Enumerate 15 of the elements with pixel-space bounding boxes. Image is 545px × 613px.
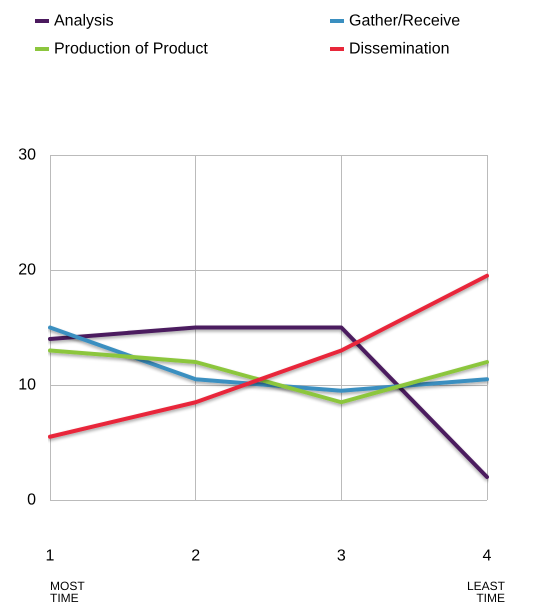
y-tick-label: 30: [18, 146, 36, 164]
text: LEAST TIME: [466, 579, 506, 605]
y-tick-label: 20: [18, 262, 36, 278]
legend-label: Production of Product: [54, 40, 208, 58]
text: MOST TIME: [50, 579, 86, 605]
x-tick-label: 3: [336, 548, 346, 564]
legend-label: Analysis: [54, 12, 114, 30]
x-tick-label: 4: [482, 548, 492, 564]
y-tick-label: 10: [18, 376, 36, 394]
y-tick-label: 0: [27, 492, 36, 508]
legend-label: Dissemination: [349, 40, 450, 58]
x-tick-label: 2: [191, 548, 200, 564]
x-tick-label: 1: [46, 548, 55, 564]
line-series: [48, 274, 489, 439]
legend-label: Gather/Receive: [349, 12, 460, 30]
